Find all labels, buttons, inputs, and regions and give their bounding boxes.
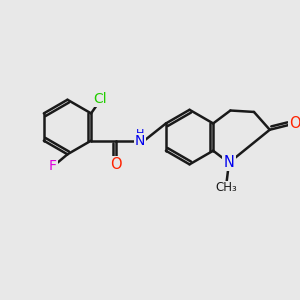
Text: N: N: [135, 134, 146, 148]
Text: N: N: [224, 155, 234, 170]
Text: O: O: [111, 157, 122, 172]
Text: F: F: [49, 159, 57, 173]
Text: CH₃: CH₃: [216, 181, 238, 194]
Text: Cl: Cl: [93, 92, 107, 106]
Text: O: O: [289, 116, 300, 130]
Text: H: H: [136, 129, 144, 139]
